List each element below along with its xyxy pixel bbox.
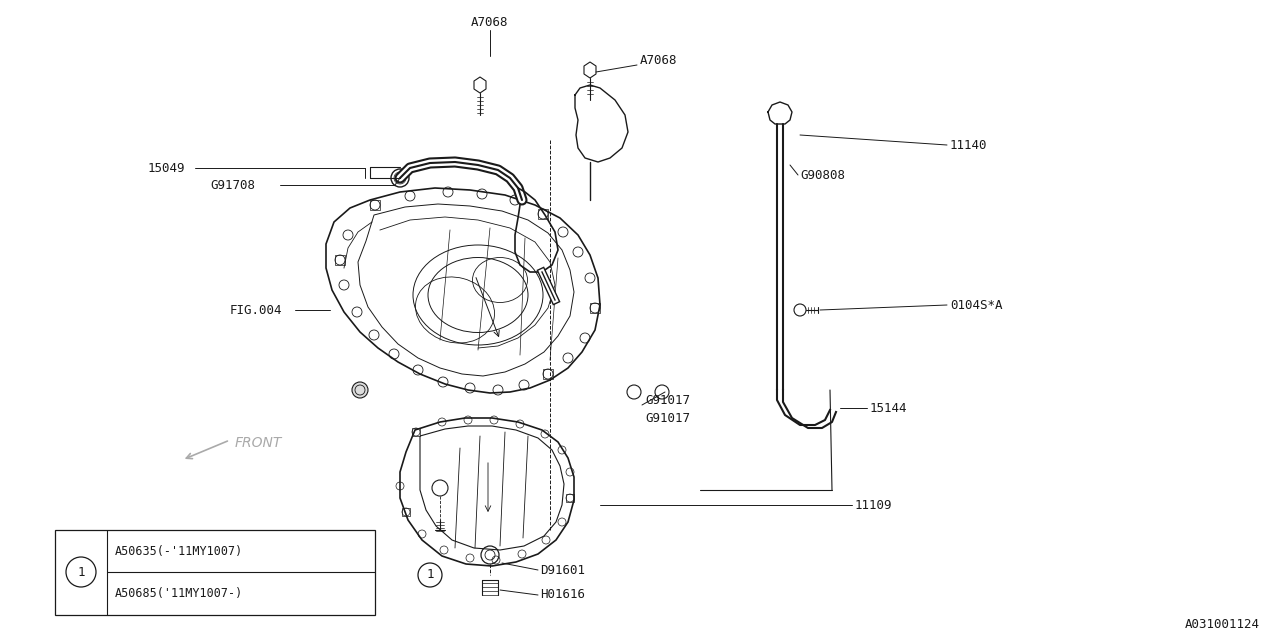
Text: 1: 1 xyxy=(426,568,434,582)
Bar xyxy=(402,508,410,516)
Bar xyxy=(543,369,553,379)
Text: G91017: G91017 xyxy=(645,412,690,424)
Text: 11109: 11109 xyxy=(855,499,892,511)
Text: A7068: A7068 xyxy=(471,15,508,29)
Bar xyxy=(566,494,573,502)
Circle shape xyxy=(352,382,369,398)
Text: G91708: G91708 xyxy=(210,179,255,191)
Text: 11140: 11140 xyxy=(950,138,987,152)
Bar xyxy=(538,209,548,219)
Text: D91601: D91601 xyxy=(540,563,585,577)
Bar xyxy=(55,530,375,615)
Text: A50635(-'11MY1007): A50635(-'11MY1007) xyxy=(115,545,243,559)
Bar xyxy=(590,303,600,313)
Text: FIG.004: FIG.004 xyxy=(230,303,283,317)
Text: FRONT: FRONT xyxy=(236,436,283,450)
Bar xyxy=(370,200,380,210)
Text: 15144: 15144 xyxy=(870,401,908,415)
Text: G91017: G91017 xyxy=(645,394,690,406)
Text: H01616: H01616 xyxy=(540,589,585,602)
Bar xyxy=(412,428,420,436)
Text: 1: 1 xyxy=(77,566,84,579)
Text: A50685('11MY1007-): A50685('11MY1007-) xyxy=(115,586,243,600)
Text: A031001124: A031001124 xyxy=(1185,618,1260,632)
Text: G90808: G90808 xyxy=(800,168,845,182)
Text: A7068: A7068 xyxy=(640,54,677,67)
Bar xyxy=(335,255,346,265)
Text: 0104S*A: 0104S*A xyxy=(950,298,1002,312)
Text: 15049: 15049 xyxy=(148,161,186,175)
